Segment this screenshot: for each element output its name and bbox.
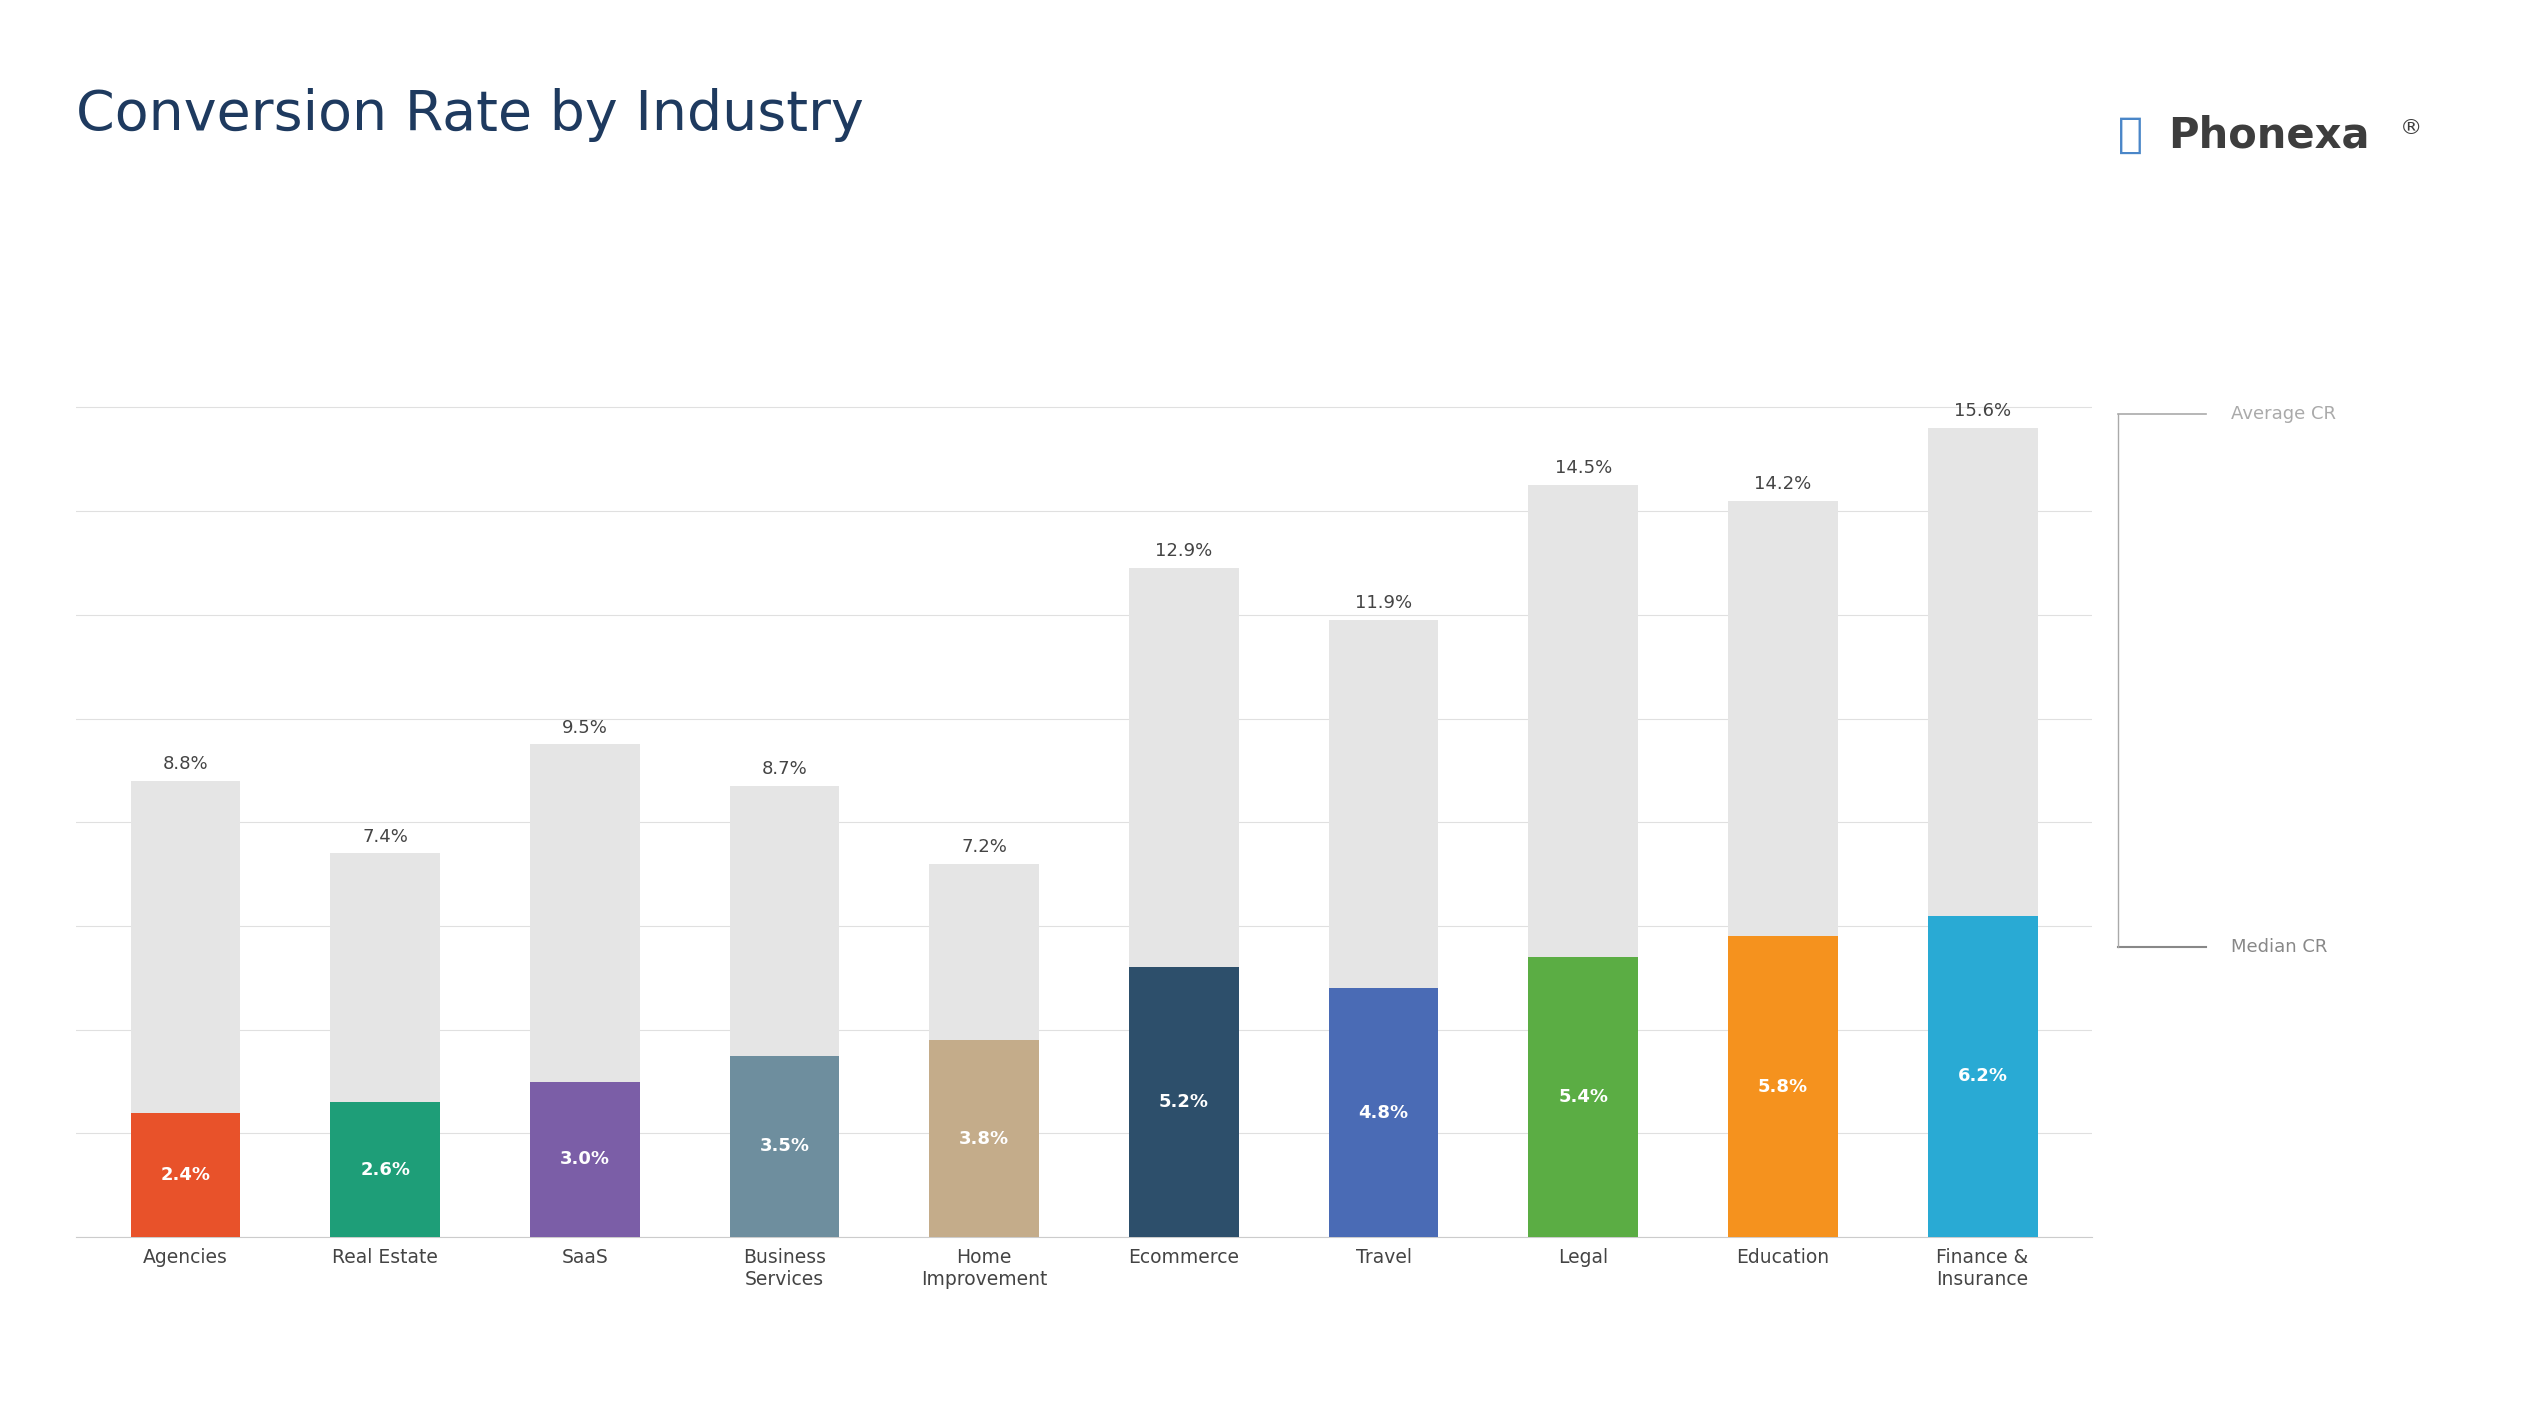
Bar (1329, 988, 1439, 1237)
Bar (529, 1082, 640, 1237)
Text: 7.4%: 7.4% (363, 828, 408, 846)
Bar (330, 853, 441, 1237)
Text: 3.0%: 3.0% (560, 1150, 610, 1169)
Bar (131, 1112, 239, 1237)
Text: Conversion Rate by Industry: Conversion Rate by Industry (76, 88, 865, 142)
Text: Median CR: Median CR (2231, 937, 2327, 956)
Text: 5.2%: 5.2% (1160, 1094, 1210, 1112)
Bar (1727, 936, 1838, 1237)
Bar (729, 1055, 839, 1237)
Text: 4.8%: 4.8% (1359, 1103, 1409, 1122)
Bar (330, 1102, 441, 1237)
Text: 14.2%: 14.2% (1755, 475, 1813, 493)
Text: 3.8%: 3.8% (958, 1129, 1008, 1148)
Text: 8.7%: 8.7% (761, 761, 807, 778)
Bar (1129, 967, 1238, 1237)
Bar (1929, 428, 2037, 1237)
Bar (729, 786, 839, 1237)
Text: 6.2%: 6.2% (1959, 1068, 2007, 1085)
Text: Average CR: Average CR (2231, 405, 2337, 422)
Text: 3.5%: 3.5% (759, 1138, 809, 1156)
Text: 📍: 📍 (2118, 114, 2143, 156)
Bar (1129, 569, 1238, 1237)
Bar (1528, 957, 1639, 1237)
Bar (1727, 501, 1838, 1237)
Text: 14.5%: 14.5% (1555, 459, 1611, 478)
Bar (930, 863, 1039, 1237)
Text: ®: ® (2400, 118, 2423, 138)
Bar (1329, 620, 1439, 1237)
Text: 11.9%: 11.9% (1354, 594, 1412, 613)
Text: 12.9%: 12.9% (1155, 542, 1213, 560)
Text: 8.8%: 8.8% (164, 755, 209, 774)
Text: 5.8%: 5.8% (1757, 1078, 1808, 1096)
Text: 7.2%: 7.2% (961, 838, 1006, 856)
Bar (930, 1039, 1039, 1237)
Text: 2.6%: 2.6% (361, 1160, 411, 1179)
Text: 2.4%: 2.4% (161, 1166, 209, 1185)
Bar (131, 781, 239, 1237)
Text: Phonexa: Phonexa (2168, 114, 2370, 156)
Bar (1929, 916, 2037, 1237)
Text: 15.6%: 15.6% (1954, 402, 2012, 421)
Bar (1528, 485, 1639, 1237)
Text: 5.4%: 5.4% (1558, 1088, 1608, 1106)
Text: 9.5%: 9.5% (562, 718, 608, 737)
Bar (529, 745, 640, 1237)
